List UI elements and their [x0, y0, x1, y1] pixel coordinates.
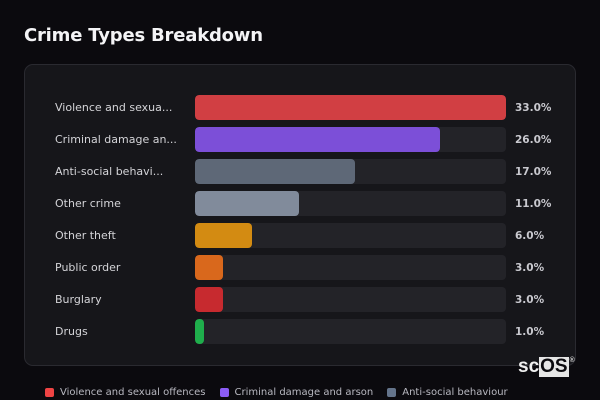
- watermark-text-highlight: OS: [539, 356, 569, 377]
- bar-track: [195, 223, 506, 248]
- bar-label: Anti-social behavi...: [55, 165, 164, 178]
- bar-label: Burglary: [55, 293, 102, 306]
- bar-fill[interactable]: [195, 159, 356, 184]
- bar-label: Drugs: [55, 325, 88, 338]
- bar-track: [195, 191, 506, 216]
- bar-value: 33.0%: [515, 102, 552, 114]
- chart-title: Crime Types Breakdown: [24, 25, 263, 46]
- legend-item[interactable]: Anti-social behaviour: [387, 387, 508, 398]
- bar-label: Other theft: [55, 229, 116, 242]
- bar-track: [195, 159, 506, 184]
- bar-row: Public order 3.0%: [25, 255, 575, 281]
- legend-label: Violence and sexual offences: [60, 387, 206, 398]
- bar-label: Violence and sexua...: [55, 101, 173, 114]
- bar-row: Drugs 1.0%: [25, 319, 575, 345]
- bar-value: 6.0%: [515, 230, 545, 242]
- bar-track: [195, 95, 506, 120]
- bar-track: [195, 127, 506, 152]
- legend-swatch-icon: [387, 388, 397, 397]
- bar-row: Other crime 11.0%: [25, 191, 575, 217]
- bar-fill[interactable]: [195, 191, 299, 216]
- bar-row: Criminal damage an... 26.0%: [25, 127, 575, 153]
- legend-label: Anti-social behaviour: [402, 387, 508, 398]
- scos-watermark-logo: sc OS ®: [518, 357, 575, 377]
- chart-panel: Violence and sexua... 33.0% Criminal dam…: [24, 64, 576, 366]
- bar-fill[interactable]: [195, 287, 224, 312]
- registered-mark-icon: ®: [569, 357, 575, 364]
- bar-value: 1.0%: [515, 326, 545, 338]
- bar-row: Burglary 3.0%: [25, 287, 575, 313]
- bar-fill[interactable]: [195, 319, 205, 344]
- bar-row: Violence and sexua... 33.0%: [25, 95, 575, 121]
- bar-value: 3.0%: [515, 294, 545, 306]
- bar-value: 3.0%: [515, 262, 545, 274]
- legend-label: Criminal damage and arson: [234, 387, 374, 398]
- bar-fill[interactable]: [195, 223, 252, 248]
- bar-label: Public order: [55, 261, 121, 274]
- bar-value: 17.0%: [515, 166, 552, 178]
- legend-item[interactable]: Violence and sexual offences: [45, 387, 206, 398]
- chart-legend: Violence and sexual offences Criminal da…: [45, 387, 508, 398]
- bar-fill[interactable]: [195, 95, 506, 120]
- bar-value: 26.0%: [515, 134, 552, 146]
- bar-fill[interactable]: [195, 127, 441, 152]
- bar-row: Anti-social behavi... 17.0%: [25, 159, 575, 185]
- bar-track: [195, 255, 506, 280]
- legend-swatch-icon: [45, 388, 54, 397]
- bar-track: [195, 287, 506, 312]
- bar-value: 11.0%: [515, 198, 552, 210]
- bar-track: [195, 319, 506, 344]
- bar-fill[interactable]: [195, 255, 224, 280]
- legend-swatch-icon: [219, 388, 229, 397]
- legend-item[interactable]: Criminal damage and arson: [219, 387, 374, 398]
- bar-label: Criminal damage an...: [55, 133, 177, 146]
- bar-label: Other crime: [55, 197, 121, 210]
- watermark-text: sc: [518, 356, 540, 377]
- bar-row: Other theft 6.0%: [25, 223, 575, 249]
